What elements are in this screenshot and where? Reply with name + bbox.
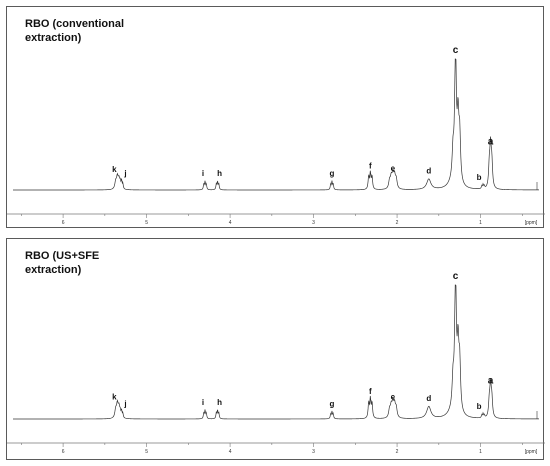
peak-label-h: h [217, 398, 222, 407]
peak-label-g: g [329, 399, 334, 408]
peak-label-a: a [488, 137, 494, 148]
chart-title: RBO (conventional extraction) [25, 18, 125, 44]
x-tick-label: 1 [479, 449, 482, 455]
x-tick-label: 5 [145, 449, 148, 455]
peak-label-e: e [391, 393, 396, 402]
peak-label-i: i [202, 169, 204, 178]
x-axis-label: [ppm] [525, 220, 538, 226]
x-tick-label: 5 [145, 220, 148, 226]
spectrum-line [13, 58, 539, 191]
peak-label-a: a [488, 376, 494, 387]
x-tick-label: 3 [312, 220, 315, 226]
peak-label-f: f [369, 387, 372, 396]
peak-label-j: j [123, 169, 126, 178]
peak-label-b: b [477, 173, 482, 182]
peak-label-i: i [202, 398, 204, 407]
peak-label-d: d [426, 394, 431, 403]
x-tick-label: 1 [479, 220, 482, 226]
spectrum-line [13, 284, 539, 420]
peak-label-j: j [123, 399, 126, 408]
x-tick-label: 4 [229, 220, 232, 226]
nmr-spectrum-us-sfe: kj i h g f e d c b a 6 5 4 3 2 1 [ppm] [7, 271, 545, 455]
chart-title: RBO (US+SFE extraction) [25, 250, 100, 276]
x-tick-label: 4 [229, 449, 232, 455]
x-tick-label: 2 [396, 220, 399, 226]
x-tick-label: 3 [312, 449, 315, 455]
peak-label-c: c [453, 271, 459, 282]
nmr-spectrum-conventional: k j i h g f e d c b a 6 5 4 3 2 1 [ppm] [7, 45, 545, 226]
peak-label-h: h [217, 169, 222, 178]
peak-label-g: g [329, 169, 334, 178]
peak-label-k: k [112, 165, 117, 174]
x-tick-label: 6 [62, 220, 65, 226]
x-tick-label: 6 [62, 449, 65, 455]
peak-label-f: f [369, 161, 372, 170]
peak-label-d: d [426, 167, 431, 176]
peak-label-b: b [477, 402, 482, 411]
peak-label-k: k [112, 393, 117, 402]
peak-label-c: c [453, 45, 459, 56]
peak-label-e: e [391, 164, 396, 173]
x-tick-label: 2 [396, 449, 399, 455]
x-axis-label: [ppm] [525, 449, 538, 455]
